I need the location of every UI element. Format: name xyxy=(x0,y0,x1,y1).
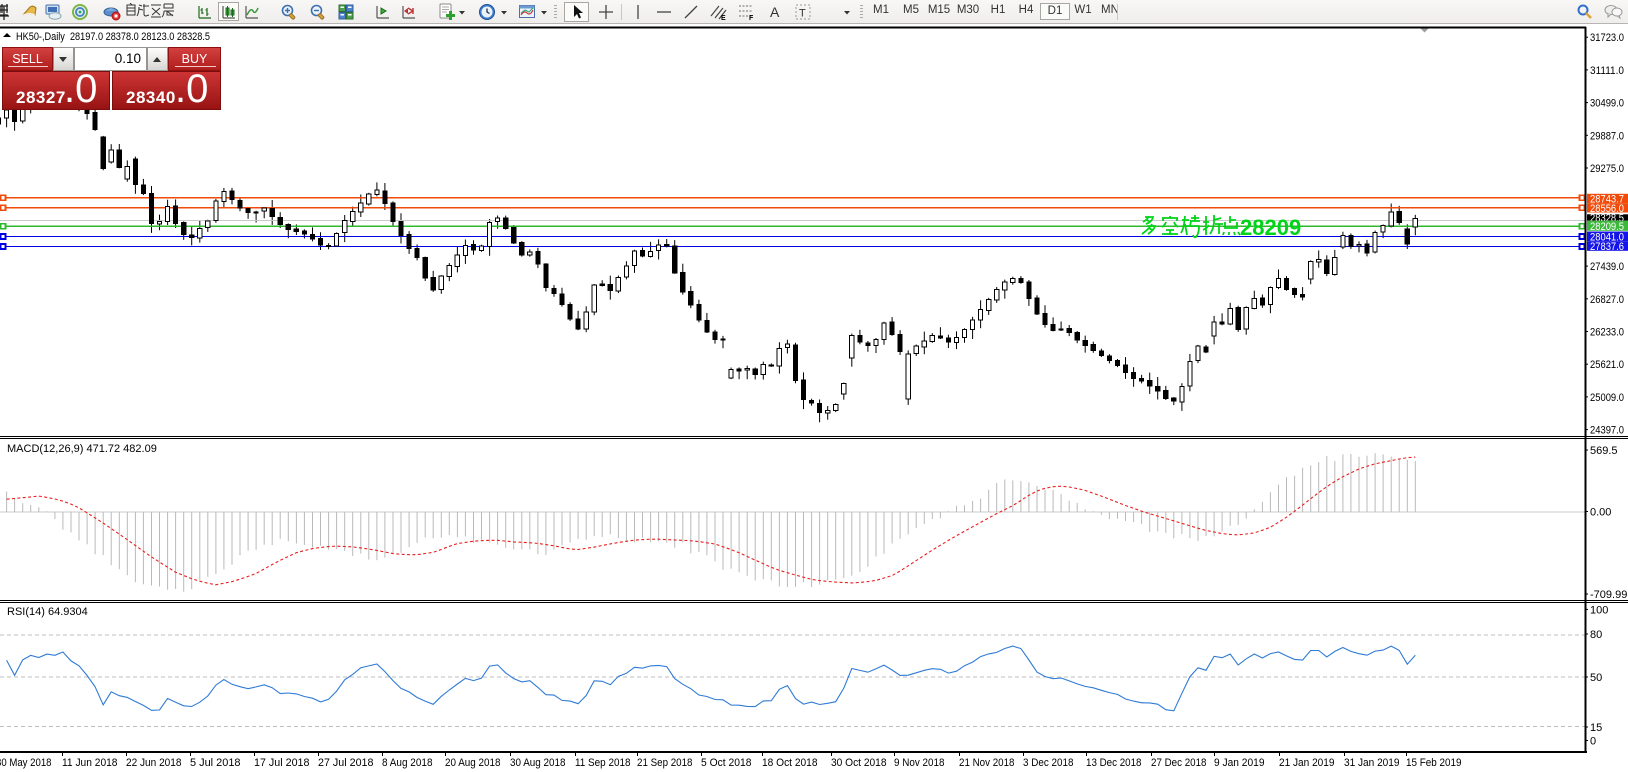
svg-text:28556.0: 28556.0 xyxy=(1590,203,1624,215)
svg-text:T: T xyxy=(799,8,806,20)
svg-text:E: E xyxy=(721,15,726,21)
svg-text:0.00: 0.00 xyxy=(1590,507,1611,519)
svg-text:30499.0: 30499.0 xyxy=(1590,98,1624,110)
svg-text:27 Dec 2018: 27 Dec 2018 xyxy=(1151,757,1207,769)
svg-text:MACD(12,26,9) 471.72 482.09: MACD(12,26,9) 471.72 482.09 xyxy=(7,443,157,455)
svg-text:27 Jul 2018: 27 Jul 2018 xyxy=(318,757,374,769)
svg-text:8 Aug 2018: 8 Aug 2018 xyxy=(382,757,433,769)
svg-text:21 Jan 2019: 21 Jan 2019 xyxy=(1279,757,1335,769)
svg-text:80: 80 xyxy=(1590,629,1602,641)
svg-text:5 Oct 2018: 5 Oct 2018 xyxy=(701,757,752,769)
svg-text:31 Jan 2019: 31 Jan 2019 xyxy=(1344,757,1400,769)
svg-text:25009.0: 25009.0 xyxy=(1590,392,1624,404)
svg-text:26827.0: 26827.0 xyxy=(1590,294,1624,306)
svg-text:31723.0: 31723.0 xyxy=(1590,32,1624,44)
svg-text:30 May 2018: 30 May 2018 xyxy=(0,757,52,769)
svg-text:3 Dec 2018: 3 Dec 2018 xyxy=(1023,757,1074,769)
svg-text:9 Nov 2018: 9 Nov 2018 xyxy=(894,757,945,769)
svg-text:31111.0: 31111.0 xyxy=(1590,65,1624,77)
svg-text:29887.0: 29887.0 xyxy=(1590,130,1624,142)
svg-text:F: F xyxy=(749,15,754,21)
svg-text:A: A xyxy=(770,4,780,20)
svg-text:-709.99: -709.99 xyxy=(1590,589,1627,601)
svg-text:RSI(14) 64.9304: RSI(14) 64.9304 xyxy=(7,606,88,618)
svg-text:13 Dec 2018: 13 Dec 2018 xyxy=(1086,757,1142,769)
svg-text:20 Aug 2018: 20 Aug 2018 xyxy=(445,757,501,769)
svg-text:21 Sep 2018: 21 Sep 2018 xyxy=(637,757,693,769)
svg-text:26233.0: 26233.0 xyxy=(1590,327,1624,339)
svg-text:30 Oct 2018: 30 Oct 2018 xyxy=(831,757,887,769)
svg-text:HK50-,Daily 28197.0 28378.0 2: HK50-,Daily 28197.0 28378.0 28123.0 2832… xyxy=(16,31,210,43)
svg-text:28743.7: 28743.7 xyxy=(1590,194,1624,206)
svg-text:28209.5: 28209.5 xyxy=(1590,221,1624,233)
svg-text:50: 50 xyxy=(1590,672,1602,684)
svg-text:9 Jan 2019: 9 Jan 2019 xyxy=(1214,757,1265,769)
svg-text:28041.0: 28041.0 xyxy=(1590,232,1624,244)
svg-text:29275.0: 29275.0 xyxy=(1590,163,1624,175)
svg-text:5 Jul 2018: 5 Jul 2018 xyxy=(190,757,241,769)
svg-text:21 Nov 2018: 21 Nov 2018 xyxy=(959,757,1015,769)
svg-text:569.5: 569.5 xyxy=(1590,445,1618,457)
svg-text:100: 100 xyxy=(1590,604,1608,616)
svg-text:18 Oct 2018: 18 Oct 2018 xyxy=(762,757,818,769)
svg-text:17 Jul 2018: 17 Jul 2018 xyxy=(254,757,310,769)
svg-text:15: 15 xyxy=(1590,722,1602,734)
svg-text:15 Feb 2019: 15 Feb 2019 xyxy=(1406,757,1462,769)
svg-text:30 Aug 2018: 30 Aug 2018 xyxy=(510,757,566,769)
svg-text:0: 0 xyxy=(1590,736,1596,748)
svg-text:27439.0: 27439.0 xyxy=(1590,261,1624,273)
svg-text:24397.0: 24397.0 xyxy=(1590,425,1624,437)
svg-text:28209: 28209 xyxy=(1240,215,1301,240)
svg-text:11 Jun 2018: 11 Jun 2018 xyxy=(62,757,118,769)
svg-text:22 Jun 2018: 22 Jun 2018 xyxy=(126,757,182,769)
svg-text:11 Sep 2018: 11 Sep 2018 xyxy=(575,757,631,769)
svg-text:27837.6: 27837.6 xyxy=(1590,241,1624,253)
svg-text:25621.0: 25621.0 xyxy=(1590,359,1624,371)
